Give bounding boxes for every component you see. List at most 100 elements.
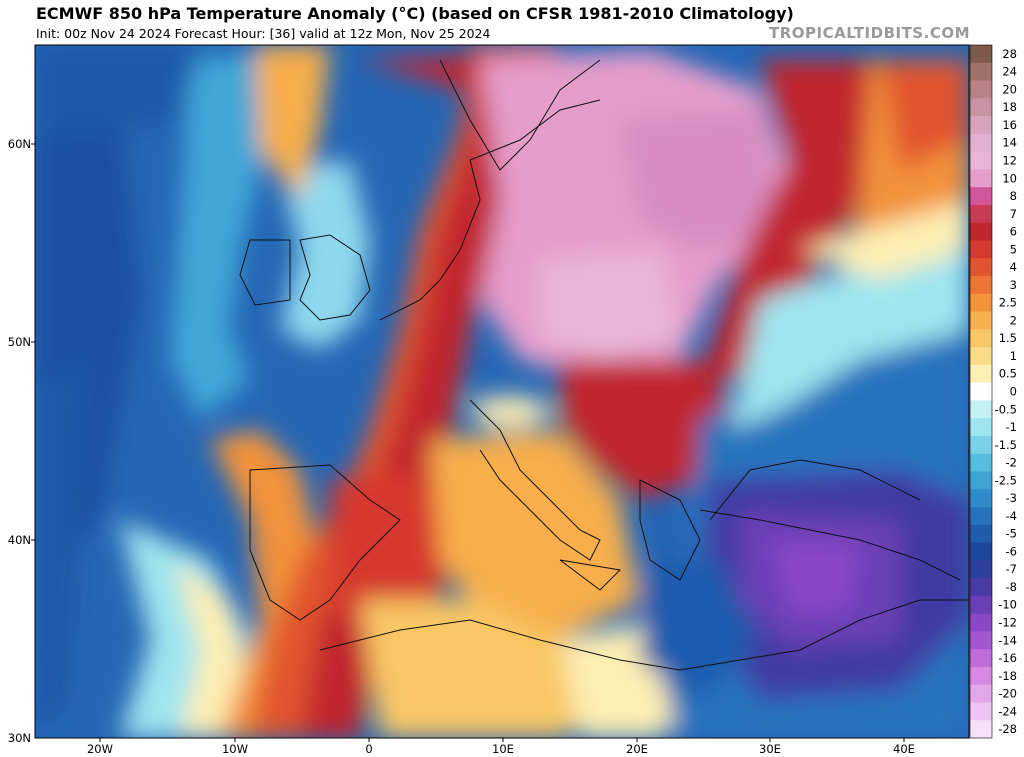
- longitude-labels: 20W 10W 0 10E 20E 30E 40E: [87, 738, 915, 756]
- colorbar-label: -6: [1006, 544, 1017, 558]
- colorbar-label: -5: [1006, 527, 1017, 541]
- colorbar-frame: [969, 44, 993, 739]
- colorbar-label: 6: [1010, 225, 1017, 239]
- colorbar-label: -1: [1006, 420, 1017, 434]
- colorbar-label: -24: [998, 704, 1017, 718]
- colorbar-label: -18: [998, 669, 1017, 683]
- map-subtitle: Init: 00z Nov 24 2024 Forecast Hour: [36…: [36, 26, 491, 41]
- colorbar-swatch: [970, 453, 992, 472]
- anomaly-field: [35, 45, 969, 738]
- colorbar: 28 24 20 18 16 14 12 10 8 7 6 5 4 3 2.5 2 1.5 1 0.5 0 -0.5 -1…: [969, 44, 1017, 739]
- colorbar-swatch: [970, 98, 992, 117]
- colorbar-label: -0.5: [995, 402, 1017, 416]
- colorbar-swatch: [970, 524, 992, 544]
- lon-label-20w: 20W: [87, 742, 113, 756]
- lon-label-10w: 10W: [222, 742, 248, 756]
- colorbar-swatch: [970, 222, 992, 241]
- colorbar-swatch: [970, 347, 992, 366]
- lat-label-60n: 60N: [8, 137, 31, 151]
- colorbar-swatch: [970, 258, 992, 277]
- colorbar-swatch: [970, 542, 992, 561]
- colorbar-swatch: [970, 293, 992, 313]
- colorbar-label: -10: [998, 598, 1017, 612]
- brand-watermark: TROPICALTIDBITS.COM: [769, 24, 970, 42]
- map-title: ECMWF 850 hPa Temperature Anomaly (°C) (…: [36, 4, 794, 23]
- lat-label-40n: 40N: [8, 533, 31, 547]
- latitude-labels: 60N 50N 40N 30N: [8, 137, 35, 745]
- colorbar-label: 2: [1010, 313, 1017, 327]
- colorbar-label: -12: [998, 616, 1017, 630]
- colorbar-swatch: [970, 62, 992, 82]
- colorbar-label: 24: [1002, 65, 1017, 79]
- colorbar-label: -2.5: [995, 473, 1017, 487]
- colorbar-swatch: [970, 613, 992, 632]
- colorbar-swatch: [970, 400, 992, 419]
- colorbar-label: -2: [1006, 456, 1017, 470]
- colorbar-label: 8: [1010, 189, 1017, 203]
- colorbar-label: 2.5: [999, 296, 1017, 310]
- colorbar-swatch: [970, 329, 992, 348]
- colorbar-label: 7: [1010, 207, 1017, 221]
- colorbar-label: 20: [1002, 82, 1017, 96]
- colorbar-label: -3: [1006, 491, 1017, 505]
- colorbar-swatch: [970, 720, 992, 739]
- colorbar-label: 1: [1010, 349, 1017, 363]
- coastlines: [239, 59, 969, 671]
- colorbar-swatch: [970, 666, 992, 686]
- colorbar-swatch: [970, 133, 992, 153]
- lon-label-0: 0: [365, 742, 372, 756]
- colorbar-swatch: [970, 507, 992, 526]
- colorbar-label: -7: [1006, 562, 1017, 576]
- colorbar-swatch: [970, 702, 992, 721]
- lon-label-30e: 30E: [759, 742, 781, 756]
- colorbar-swatch: [970, 435, 992, 455]
- colorbar-swatch: [970, 151, 992, 170]
- colorbar-label: 18: [1002, 100, 1017, 114]
- colorbar-swatch: [970, 80, 992, 99]
- colorbar-swatch: [970, 418, 992, 437]
- colorbar-label: 3: [1010, 278, 1017, 292]
- lon-label-40e: 40E: [893, 742, 915, 756]
- colorbar-label: 5: [1010, 242, 1017, 256]
- colorbar-swatch: [970, 364, 992, 384]
- colorbar-label: -8: [1006, 580, 1017, 594]
- colorbar-label: 10: [1002, 171, 1017, 185]
- colorbar-label: 12: [1002, 154, 1017, 168]
- colorbar-swatch: [970, 187, 992, 206]
- colorbar-label: 14: [1002, 136, 1017, 150]
- colorbar-swatch: [970, 631, 992, 650]
- colorbar-swatch: [970, 489, 992, 508]
- colorbar-label: -20: [998, 687, 1017, 701]
- colorbar-label: -16: [998, 651, 1017, 665]
- colorbar-label: -14: [998, 633, 1017, 647]
- colorbar-swatch: [970, 382, 992, 401]
- colorbar-label: -28: [998, 722, 1017, 736]
- lon-label-10e: 10E: [492, 742, 514, 756]
- colorbar-label: 0.5: [999, 367, 1017, 381]
- colorbar-label: -4: [1006, 509, 1017, 523]
- lon-label-20e: 20E: [626, 742, 648, 756]
- colorbar-label: 4: [1010, 260, 1017, 274]
- colorbar-label: 16: [1002, 118, 1017, 132]
- colorbar-swatch: [970, 276, 992, 295]
- map-frame: [34, 44, 970, 739]
- colorbar-label: 0: [1010, 385, 1017, 399]
- colorbar-swatch: [970, 311, 992, 330]
- colorbar-label: 28: [1002, 47, 1017, 61]
- colorbar-swatch: [970, 45, 992, 64]
- colorbar-swatch: [970, 204, 992, 224]
- colorbar-swatch: [970, 560, 992, 579]
- colorbar-swatch: [970, 595, 992, 615]
- colorbar-swatch: [970, 649, 992, 668]
- lat-label-30n: 30N: [8, 731, 31, 745]
- colorbar-swatch: [970, 684, 992, 703]
- colorbar-label: -1.5: [995, 438, 1017, 452]
- lat-label-50n: 50N: [8, 335, 31, 349]
- colorbar-swatch: [970, 471, 992, 490]
- colorbar-swatch: [970, 169, 992, 188]
- colorbar-swatch: [970, 240, 992, 259]
- colorbar-swatch: [970, 578, 992, 597]
- colorbar-swatch: [970, 116, 992, 135]
- colorbar-label: 1.5: [999, 331, 1017, 345]
